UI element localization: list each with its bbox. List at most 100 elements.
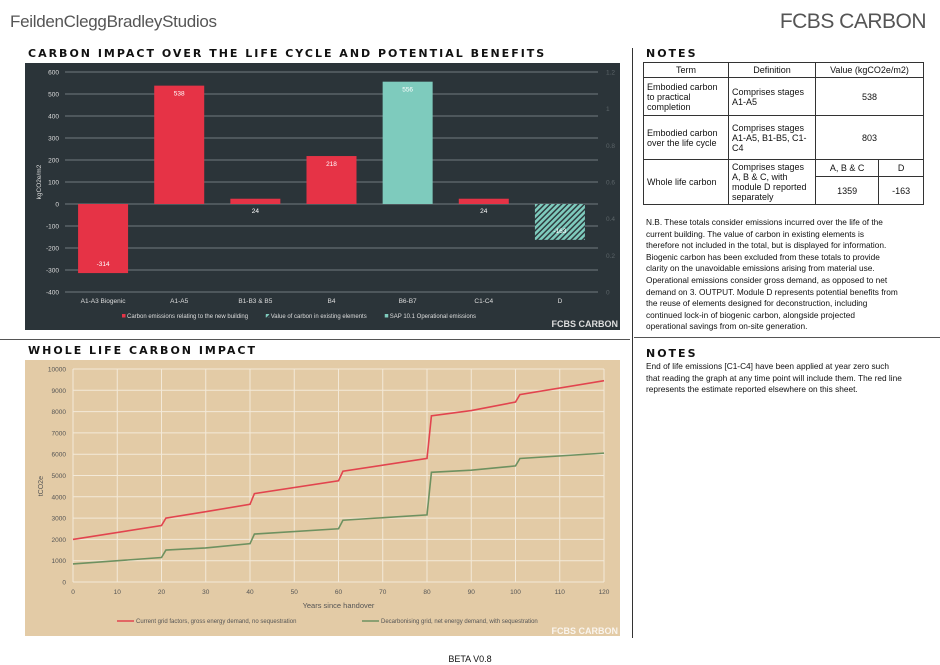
y-tick-label: 500 <box>48 92 59 99</box>
legend-swatch <box>122 314 126 318</box>
legend-label: Decarbonising grid, net energy demand, w… <box>381 619 538 625</box>
x-tick-label: B4 <box>328 298 336 305</box>
table-cell: Whole life carbon <box>643 159 729 205</box>
logo-text: FCBS CARBON <box>779 10 927 33</box>
y-tick-label: 5000 <box>52 473 67 480</box>
y-tick-label: 1000 <box>52 558 67 565</box>
y-tick-label: 7000 <box>52 430 67 437</box>
version-label: BETA V0.8 <box>448 654 492 664</box>
x-tick-label: 100 <box>510 589 521 596</box>
y-tick-label: 9000 <box>52 388 67 395</box>
section-title-carbon-impact: CARBON IMPACT OVER THE LIFE CYCLE AND PO… <box>28 47 547 60</box>
data-label: 538 <box>174 91 185 98</box>
legend-label: Current grid factors, gross energy deman… <box>136 619 296 625</box>
table-header: Definition <box>728 62 816 78</box>
y2-tick-label: 0.8 <box>606 143 615 150</box>
y-tick-label: 2000 <box>52 537 67 544</box>
y-tick-label: 0 <box>62 580 66 587</box>
bar-chart: 600 500 400 300 200 100 0 -100 -200 -300 -400 1.2 1 0… <box>25 63 620 330</box>
x-tick-label: 30 <box>202 589 210 596</box>
x-tick-label: A1-A5 <box>170 298 188 305</box>
notes-title: NOTES <box>646 47 698 60</box>
y-tick-label: 300 <box>48 136 59 143</box>
data-label: 218 <box>326 161 337 168</box>
y-tick-label: -200 <box>46 246 59 253</box>
y-tick-label: 100 <box>48 180 59 187</box>
legend-swatch <box>384 314 389 318</box>
notes-text: N.B. These totals consider emissions inc… <box>646 217 898 332</box>
y2-tick-label: 1.2 <box>606 70 615 77</box>
bar-b4 <box>306 156 357 204</box>
feilden-clegg-bradley-logo: FeildenCleggBradleyStudios <box>10 12 217 32</box>
table-cell: Comprises stages A1-A5 <box>728 77 816 116</box>
table-cell: Comprises stages A, B & C, with module D… <box>728 159 816 205</box>
y-tick-label: 3000 <box>52 516 67 523</box>
x-tick-label: 70 <box>379 589 387 596</box>
data-label: 24 <box>480 208 488 215</box>
table-cell: 803 <box>815 115 924 160</box>
x-tick-label: 80 <box>423 589 431 596</box>
x-tick-label: D <box>558 298 563 305</box>
legend-label: SAP 10.1 Operational emissions <box>390 314 476 320</box>
line-chart: 0 1000 2000 3000 4000 5000 6000 7000 8000 9000 100… <box>25 360 620 636</box>
x-tick-label: 60 <box>335 589 343 596</box>
bar-a1-a3-biogenic <box>78 204 129 274</box>
series-line-2 <box>72 452 605 565</box>
data-label: 556 <box>402 87 413 94</box>
logo-text: FeildenCleggBradleyStudios <box>10 12 217 31</box>
y-axis-label: tCO2e <box>38 476 45 496</box>
data-label: 24 <box>252 208 260 215</box>
x-tick-label: B6-B7 <box>399 298 417 305</box>
divider-horizontal <box>634 337 940 338</box>
y2-tick-label: 1 <box>606 106 610 113</box>
y-axis-label: kgCO2e/m2 <box>36 164 43 199</box>
y-tick-label: 4000 <box>52 494 67 501</box>
y2-tick-label: 0.6 <box>606 180 615 187</box>
bar-d <box>534 204 585 240</box>
x-tick-label: C1-C4 <box>474 298 493 305</box>
bar-b6-b7 <box>382 81 433 204</box>
table-cell: Embodied carbon over the life cycle <box>643 115 729 160</box>
x-axis-label: Years since handover <box>303 601 375 610</box>
bar-a1-a5 <box>154 85 205 204</box>
y2-tick-label: 0 <box>606 290 610 297</box>
y-tick-label: 600 <box>48 70 59 77</box>
y-tick-label: 10000 <box>48 367 66 374</box>
summary-table: Term Definition Value (kgCO2e/m2) Embodied… <box>643 62 924 205</box>
y-tick-label: -300 <box>46 268 59 275</box>
x-tick-label: B1-B3 & B5 <box>238 298 272 305</box>
x-tick-label: 20 <box>158 589 166 596</box>
section-title-whole-life: WHOLE LIFE CARBON IMPACT <box>28 344 258 357</box>
legend-label: Carbon emissions relating to the new bui… <box>127 314 248 320</box>
table-header: Term <box>643 62 729 78</box>
divider-vertical <box>632 48 633 638</box>
data-label: -163 <box>553 228 566 235</box>
y-tick-label: 8000 <box>52 409 67 416</box>
y-tick-label: -400 <box>46 290 59 297</box>
divider-horizontal <box>0 339 630 340</box>
legend-label: Value of carbon in existing elements <box>271 314 367 320</box>
table-subheader: A, B & C <box>814 159 880 177</box>
x-tick-label: A1-A3 Biogenic <box>81 298 127 305</box>
bar-b1-b3-b5 <box>230 198 281 204</box>
table-cell: Embodied carbon to practical completion <box>643 77 729 116</box>
y-tick-label: 6000 <box>52 452 67 459</box>
notes-title-2: NOTES <box>646 347 698 360</box>
y2-tick-label: 0.2 <box>606 253 615 260</box>
data-label: -314 <box>97 261 110 268</box>
notes-text-2: End of life emissions [C1-C4] have been … <box>646 361 902 395</box>
x-tick-label: 40 <box>246 589 254 596</box>
table-cell: Comprises stages A1-A5, B1-B5, C1-C4 <box>728 115 816 160</box>
x-tick-label: 50 <box>291 589 299 596</box>
legend-swatch <box>265 314 270 318</box>
table-header: Value (kgCO2e/m2) <box>815 62 924 78</box>
table-cell: 1359 <box>814 176 880 205</box>
x-tick-label: 120 <box>599 589 610 596</box>
y-tick-label: -100 <box>46 224 59 231</box>
y-tick-label: 0 <box>55 202 59 209</box>
table-cell: 538 <box>815 77 924 116</box>
y2-tick-label: 0.4 <box>606 216 615 223</box>
table-cell: -163 <box>878 176 924 205</box>
chart-background <box>25 360 620 636</box>
watermark: FCBS CARBON <box>552 319 619 329</box>
